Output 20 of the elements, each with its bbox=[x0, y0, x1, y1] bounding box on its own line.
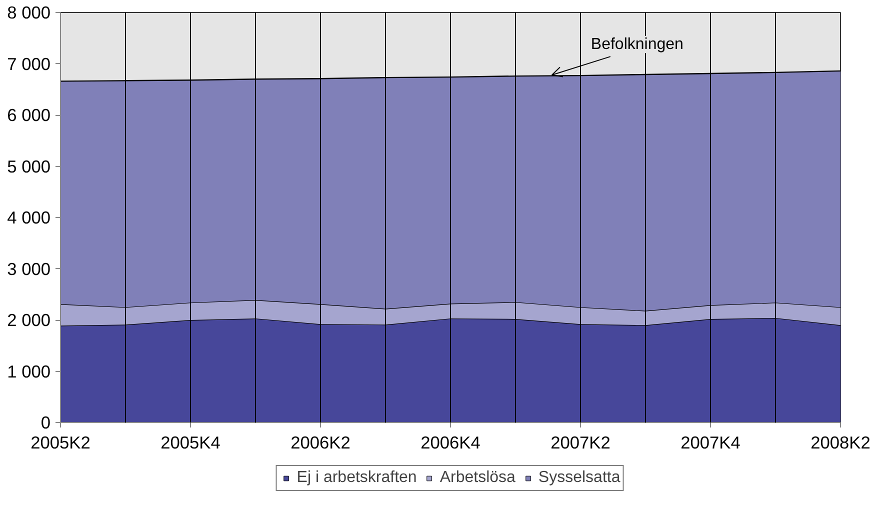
x-tick-label: 2005K4 bbox=[160, 432, 221, 452]
x-tick-label: 2008K2 bbox=[810, 432, 870, 452]
x-tick-label: 2007K4 bbox=[680, 432, 741, 452]
legend-label: Ej i arbetskraften bbox=[296, 468, 417, 486]
x-tick-label: 2006K4 bbox=[420, 432, 481, 452]
y-tick-label: 2 000 bbox=[7, 310, 51, 330]
y-tick-label: 7 000 bbox=[7, 54, 51, 74]
legend-label: Sysselsatta bbox=[538, 468, 620, 486]
y-tick-label: 6 000 bbox=[7, 105, 51, 125]
x-tick-label: 2006K2 bbox=[290, 432, 350, 452]
y-tick-label: 0 bbox=[40, 412, 51, 432]
legend-label: Arbetslösa bbox=[440, 468, 516, 486]
annotation: Befolkningen bbox=[590, 36, 684, 53]
y-tick-label: 1 000 bbox=[7, 361, 51, 382]
y-tick-label: 5 000 bbox=[7, 156, 51, 176]
x-tick-label: 2007K2 bbox=[550, 432, 610, 452]
x-tick-label: 2005K2 bbox=[30, 432, 90, 452]
y-tick-label: 4 000 bbox=[7, 208, 51, 228]
y-tick-label: 8 000 bbox=[7, 2, 51, 22]
y-tick-label: 3 000 bbox=[7, 258, 51, 279]
